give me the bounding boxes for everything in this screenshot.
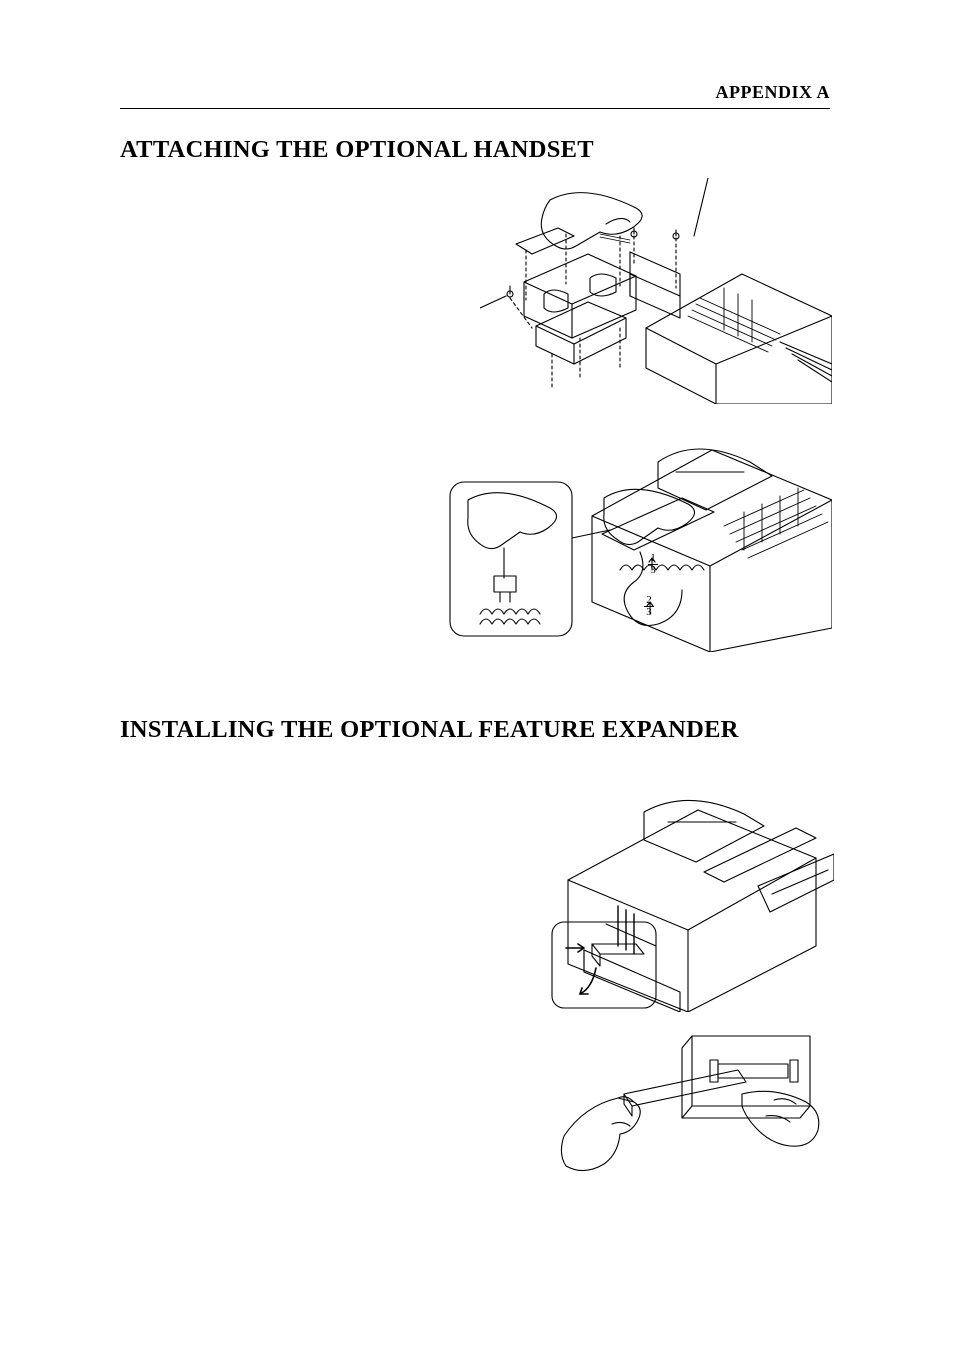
- section-heading-2: INSTALLING THE OPTIONAL FEATURE EXPANDER: [120, 716, 739, 744]
- insert-card-svg: [560, 1024, 822, 1182]
- document-page: APPENDIX A ATTACHING THE OPTIONAL HANDSE…: [0, 0, 954, 1351]
- figure-insert-card: [560, 1024, 822, 1182]
- fraction-2-3: 2 3: [644, 596, 654, 617]
- fraction-1-3: 1 3: [648, 554, 658, 575]
- expander-machine-svg: [548, 796, 834, 1012]
- handset-attached-svg: [444, 442, 832, 652]
- header-rule: [120, 108, 830, 109]
- fraction-den: 3: [646, 606, 652, 618]
- figure-handset-attached: 1 3 2 3: [444, 442, 832, 652]
- fraction-num: 1: [650, 552, 656, 564]
- figure-expander-machine: [548, 796, 834, 1012]
- section-heading-1: ATTACHING THE OPTIONAL HANDSET: [120, 136, 594, 164]
- handset-exploded-svg: [480, 178, 832, 404]
- fraction-den: 3: [650, 564, 656, 576]
- fraction-num: 2: [646, 594, 652, 606]
- running-header: APPENDIX A: [715, 82, 830, 103]
- figure-handset-exploded: [480, 178, 832, 404]
